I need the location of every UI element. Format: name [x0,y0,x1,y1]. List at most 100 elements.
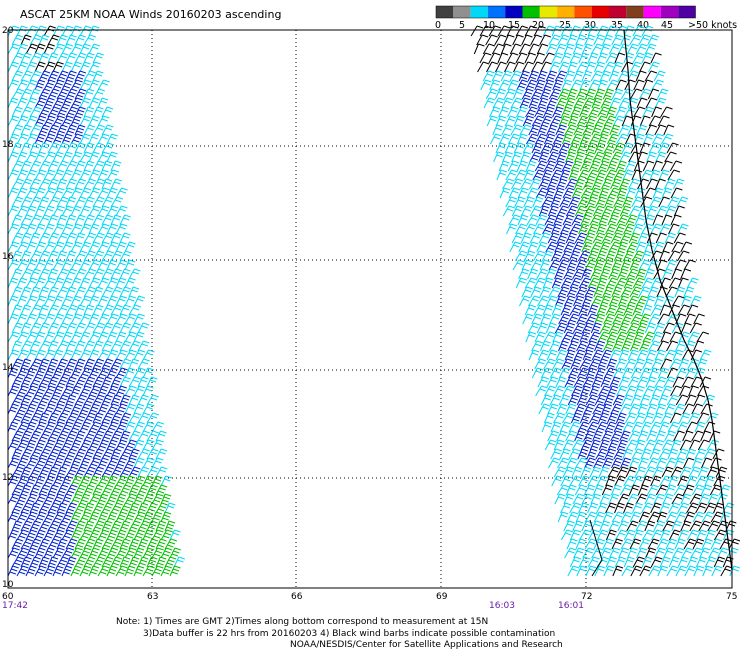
wind-barb [106,133,118,145]
wind-barb [610,232,623,244]
wind-barb [119,358,132,370]
lat-label-10: 10 [2,580,14,590]
wind-barb [70,61,82,73]
wind-barb [29,538,41,550]
wind-barb [79,331,91,343]
wind-barb [16,439,29,451]
wind-barb [52,421,65,433]
wind-barb [88,511,100,523]
wind-barb [650,475,662,487]
wind-barb [516,106,528,118]
wind-barb [639,367,652,379]
wind-barb [47,322,60,334]
wind-barb [92,394,105,406]
wind-barb [16,331,30,343]
wind-barb [88,259,101,271]
wind-barb [56,520,69,532]
wind-barb [79,187,92,199]
wind-barb [101,214,114,226]
wind-barb [128,448,140,460]
wind-barb [65,484,78,496]
wind-barb [674,511,687,523]
wind-barb [29,394,42,406]
wind-barb [43,259,55,271]
wind-barb [43,475,56,487]
wind-barb [88,97,101,109]
wind-barb [581,493,594,505]
wind-barb [560,223,572,235]
lat-label-16: 16 [2,252,14,262]
wind-barb [11,196,24,208]
wind-barb [668,556,680,568]
wind-barb [677,475,689,487]
wind-barb [142,367,155,379]
wind-barb [635,241,647,253]
wind-barb [7,79,20,91]
wind-barb [11,106,23,118]
wind-barb [591,124,603,136]
wind-barb [101,160,113,172]
wind-barb [106,349,119,361]
wind-barb [97,277,110,289]
wind-barb [660,358,673,370]
wind-barb [101,538,114,550]
wind-barb [106,313,119,325]
wind-barb [56,268,70,280]
wind-barb [619,430,631,442]
wind-barb [119,304,131,316]
wind-barb [61,313,74,325]
wind-barb [497,25,511,37]
wind-barb [538,205,550,217]
wind-barb [629,34,642,46]
wind-barb [101,304,115,316]
wind-barb [607,385,619,397]
wind-barb [595,448,608,460]
wind-barb [79,385,92,397]
wind-barb [92,196,105,208]
wind-barb [79,511,92,523]
wind-barb [88,79,100,91]
wind-barb [586,169,599,181]
wind-barb [548,457,561,469]
wind-barb [52,133,65,145]
wind-barb [97,547,110,559]
wind-barb [592,205,605,217]
legend-color-bar [435,5,696,19]
wind-barb [564,376,577,388]
wind-barb [106,295,118,307]
wind-barb [645,97,658,109]
wind-barb [65,196,77,208]
wind-barb [47,466,59,478]
wind-barb [598,187,610,199]
wind-barb [683,457,695,469]
wind-barb [569,475,582,487]
wind-barb [535,187,549,199]
wind-barb [124,367,136,379]
wind-barb [65,466,79,478]
wind-barb [65,430,78,442]
wind-barb [52,565,64,577]
wind-barb [617,43,630,55]
wind-barb [572,70,584,82]
wind-barb [608,493,620,505]
wind-barb [20,196,33,208]
wind-barb [29,160,42,172]
wind-barb [573,124,586,136]
wind-barb [29,412,42,424]
wind-barb [673,205,685,217]
wind-barb [635,322,648,334]
wind-barb [542,223,555,235]
wind-barb [588,358,601,370]
wind-barb [7,187,19,199]
wind-barb [633,331,645,343]
wind-barb [16,457,29,469]
wind-barb [151,475,163,487]
wind-barb [20,52,32,64]
wind-barb [655,232,667,244]
wind-barb [717,547,729,559]
wind-barb [553,385,566,397]
wind-barb [74,178,86,190]
wind-barb [590,493,602,505]
wind-barb [43,313,56,325]
wind-barb [551,52,564,64]
